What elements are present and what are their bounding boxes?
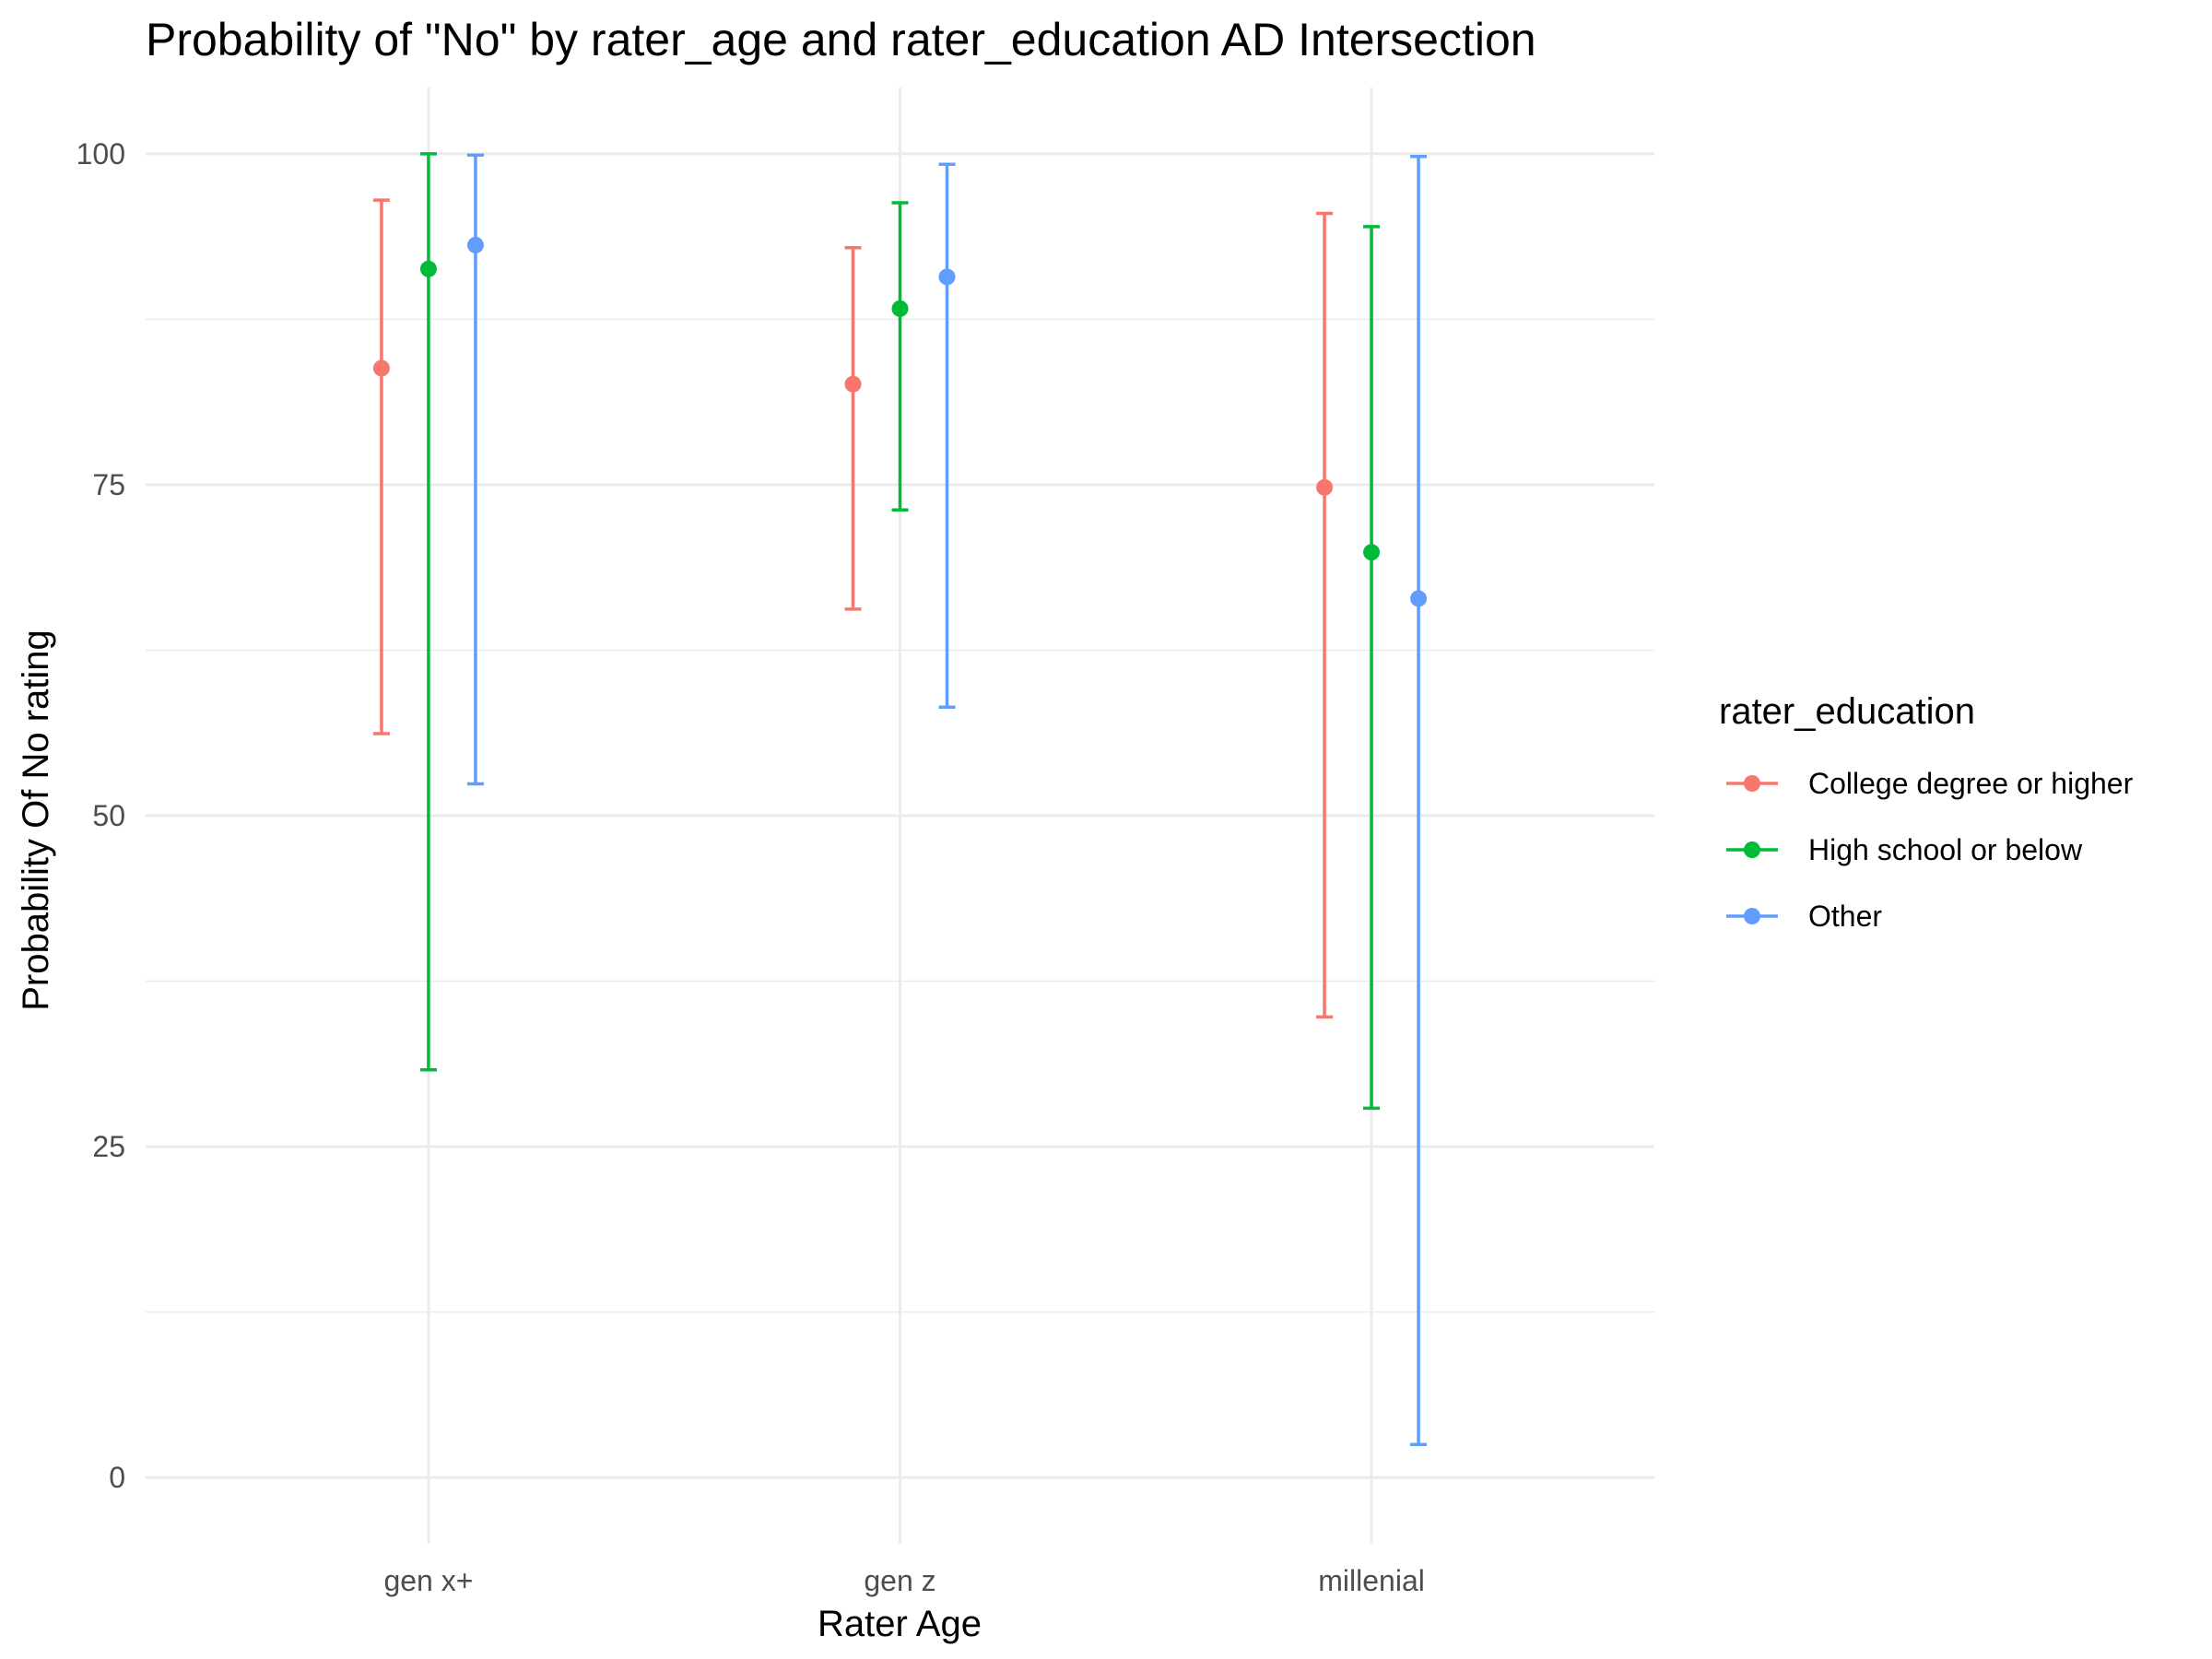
data-point [938,268,956,286]
series-high-school-or-below [419,152,1381,1111]
data-point [1363,544,1381,561]
data-point [844,375,862,393]
legend-key [1726,775,1778,792]
y-tick-labels: 0 25 50 75 100 [76,137,125,1494]
x-tick-label: gen x+ [383,1564,473,1597]
data-point [419,260,437,277]
legend-key-point [1744,908,1760,924]
legend-title: rater_education [1719,691,1975,732]
data-point [466,236,484,253]
legend-key [1726,908,1778,924]
legend-label: Other [1808,900,1882,933]
x-axis-title: Rater Age [818,1604,982,1644]
x-tick-label: millenial [1318,1564,1425,1597]
y-tick-label: 100 [76,137,125,171]
legend-key-point [1744,775,1760,792]
legend-label: High school or below [1808,833,2083,866]
data-marks [372,152,1428,1447]
y-tick-label: 75 [92,468,125,501]
legend-label: College degree or higher [1808,767,2134,800]
legend: rater_education College degree or higher… [1719,691,2134,933]
data-point [372,359,390,377]
legend-key-point [1744,841,1760,858]
data-point [1316,478,1334,496]
data-point [891,300,909,317]
y-tick-label: 0 [109,1461,125,1494]
y-axis-title: Probability Of No rating [16,629,56,1011]
x-tick-labels: gen x+ gen z millenial [383,1564,1424,1597]
x-tick-label: gen z [864,1564,935,1597]
chart-title: Probability of "No" by rater_age and rat… [146,14,1536,65]
legend-key [1726,841,1778,858]
data-point [1410,590,1428,607]
y-tick-label: 25 [92,1130,125,1163]
series-other [466,153,1428,1447]
series-college-degree-or-higher [372,198,1334,1019]
y-tick-label: 50 [92,799,125,832]
